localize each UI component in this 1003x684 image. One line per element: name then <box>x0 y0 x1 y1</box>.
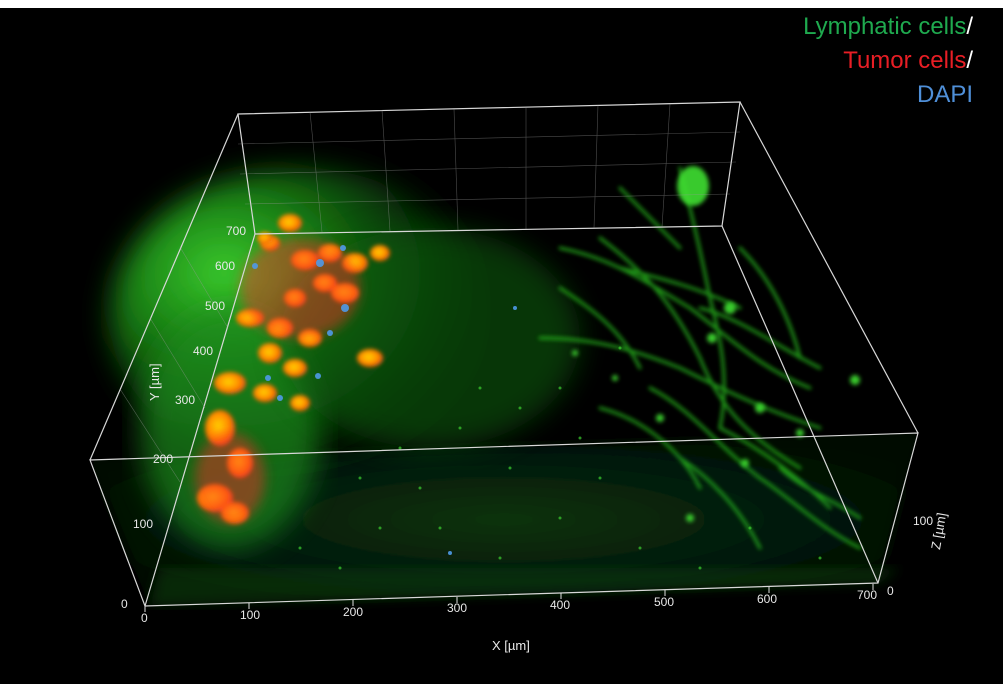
y-tick-label: 100 <box>133 517 154 531</box>
axis-ticks <box>144 584 874 612</box>
x-tick-label: 0 <box>141 611 148 625</box>
x-tick-label: 300 <box>447 601 468 615</box>
legend-separator: / <box>966 47 973 74</box>
bounding-box <box>89 101 919 607</box>
y-tick-label: 300 <box>175 393 196 407</box>
y-tick-label: 700 <box>226 224 247 238</box>
legend-lymphatic-label: Lymphatic cells <box>803 13 967 40</box>
y-tick-label: 400 <box>193 344 214 358</box>
lymphatic-vessels <box>538 166 862 550</box>
legend-dapi-label: DAPI <box>916 81 973 108</box>
grid-lines <box>119 103 741 483</box>
x-tick-label: 400 <box>550 598 571 612</box>
z-tick-label: 100 <box>913 514 934 528</box>
x-tick-label: 700 <box>857 588 878 602</box>
y-tick-label: 600 <box>215 259 236 273</box>
x-tick-label: 500 <box>654 595 675 609</box>
tissue-volume <box>90 168 918 606</box>
tumor-cells <box>195 214 390 524</box>
y-tick-label: 0 <box>121 597 128 611</box>
legend-separator: / <box>966 13 973 40</box>
legend-lymphatic: Lymphatic cells/ <box>803 14 973 40</box>
x-tick-label: 600 <box>757 592 778 606</box>
x-axis-title: X [µm] <box>492 638 530 653</box>
x-tick-label: 100 <box>240 608 261 622</box>
legend-dapi: DAPI <box>917 82 973 108</box>
dapi-nuclei <box>252 245 517 555</box>
y-tick-label: 500 <box>205 299 226 313</box>
z-tick-label: 0 <box>887 584 894 598</box>
volume-render <box>89 101 919 612</box>
y-tick-label: 200 <box>153 452 174 466</box>
tissue-speckles <box>298 346 822 570</box>
x-tick-label: 200 <box>343 605 364 619</box>
microscopy-viewport: Lymphatic cells/ Tumor cells/ DAPI 0 100… <box>0 8 1003 684</box>
legend-tumor: Tumor cells/ <box>843 48 973 74</box>
y-axis-title: Y [µm] <box>147 363 162 401</box>
legend-tumor-label: Tumor cells <box>843 47 967 74</box>
